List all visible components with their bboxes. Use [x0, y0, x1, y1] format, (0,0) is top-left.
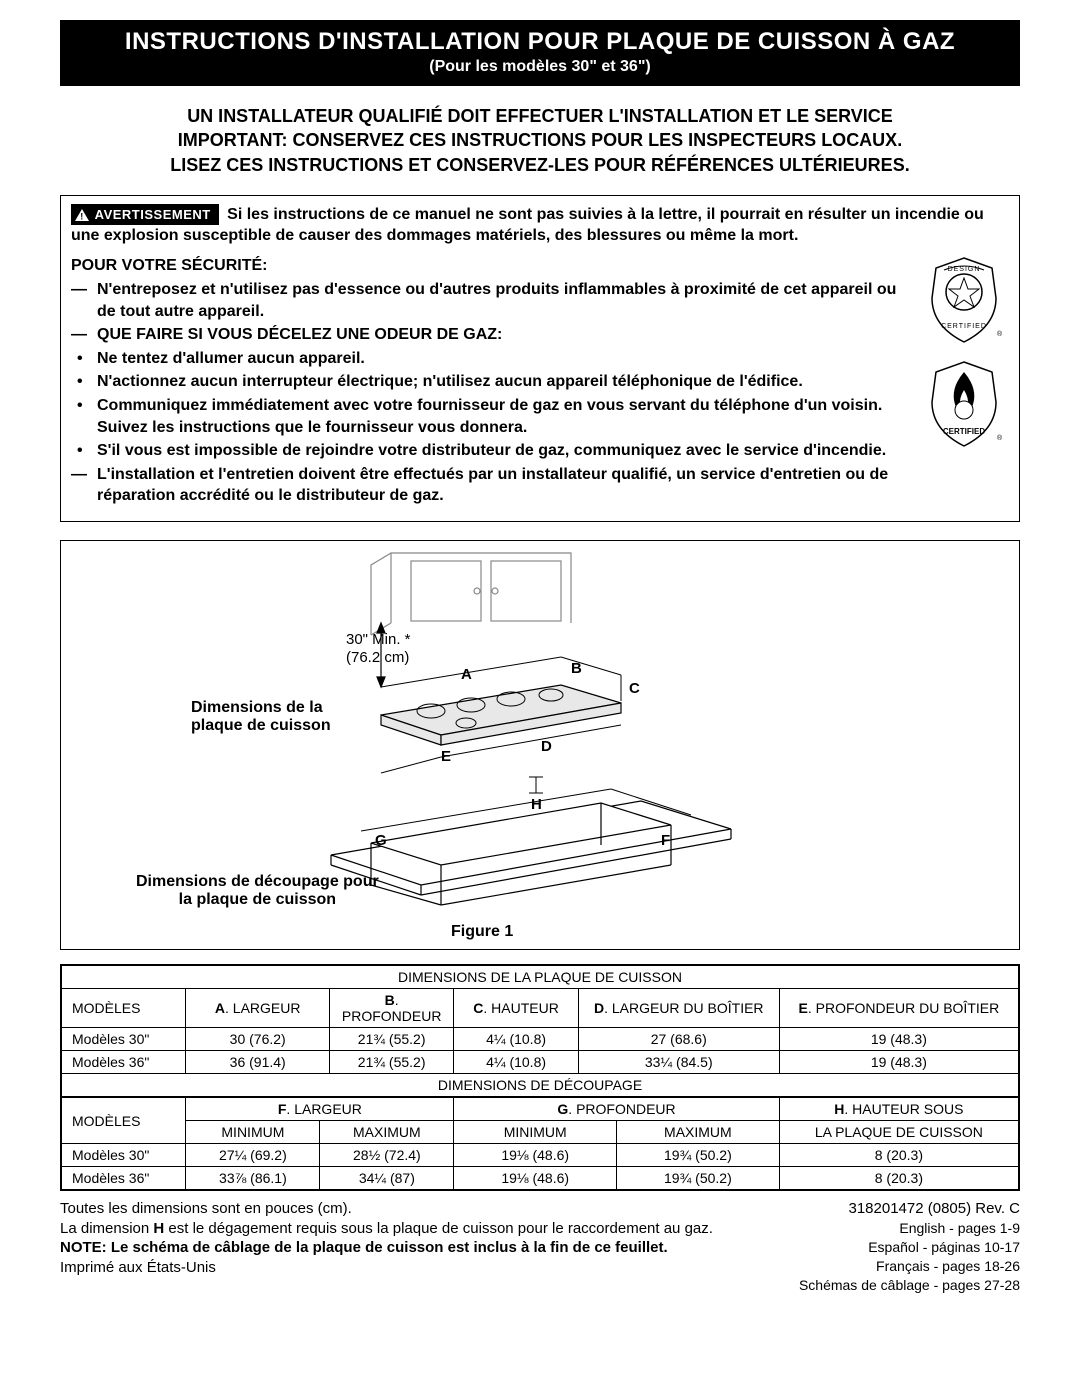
svg-text:B: B — [571, 660, 582, 677]
list-marker: — — [71, 464, 97, 507]
col-header: C. HAUTEUR — [454, 989, 578, 1028]
gas-certified-icon: CERTIFIED ® — [924, 360, 1004, 448]
footer-line: Imprimé aux États-Unis — [60, 1258, 799, 1278]
table-row: Modèles 36" 36 (91.4) 21¾ (55.2) 4¼ (10.… — [62, 1051, 1019, 1074]
list-item: QUE FAIRE SI VOUS DÉCELEZ UNE ODEUR DE G… — [97, 324, 1009, 346]
lang-line: Español - páginas 10-17 — [799, 1238, 1020, 1257]
svg-text:!: ! — [80, 211, 84, 221]
svg-text:®: ® — [997, 434, 1003, 442]
cooktop-dimensions-table: DIMENSIONS DE LA PLAQUE DE CUISSON MODÈL… — [61, 965, 1019, 1097]
certification-badges: DESIGN CERTIFIED ® CERTIFIED ® — [919, 256, 1009, 448]
col-header: MAXIMUM — [617, 1121, 780, 1144]
warning-box: ! AVERTISSEMENT Si les instructions de c… — [60, 195, 1020, 522]
lang-line: English - pages 1-9 — [799, 1219, 1020, 1238]
list-item: S'il vous est impossible de rejoindre vo… — [97, 440, 1009, 462]
col-header: MAXIMUM — [320, 1121, 454, 1144]
subheading-line: LISEZ CES INSTRUCTIONS ET CONSERVEZ-LES … — [60, 153, 1020, 177]
table-row: Modèles 36" 33⅞ (86.1) 34¼ (87) 19⅛ (48.… — [62, 1167, 1019, 1190]
footer-right: 318201472 (0805) Rev. C English - pages … — [799, 1199, 1020, 1295]
lang-line: Schémas de câblage - pages 27-28 — [799, 1276, 1020, 1295]
svg-text:CERTIFIED: CERTIFIED — [941, 323, 987, 330]
col-header: MODÈLES — [62, 1098, 186, 1144]
col-header: MINIMUM — [186, 1121, 320, 1144]
list-marker: • — [71, 371, 97, 393]
footer-line: NOTE: Le schéma de câblage de la plaque … — [60, 1238, 799, 1258]
table-title: DIMENSIONS DE LA PLAQUE DE CUISSON — [62, 966, 1019, 989]
safety-title: POUR VOTRE SÉCURITÉ: — [71, 257, 1009, 275]
svg-text:®: ® — [997, 330, 1003, 338]
footer-left: Toutes les dimensions sont en pouces (cm… — [60, 1199, 799, 1295]
warning-text: ! AVERTISSEMENT Si les instructions de c… — [71, 204, 1009, 247]
col-header: F. LARGEUR — [186, 1098, 454, 1121]
design-certified-icon: DESIGN CERTIFIED ® — [924, 256, 1004, 344]
title-main: INSTRUCTIONS D'INSTALLATION POUR PLAQUE … — [70, 28, 1010, 56]
cutout-dimensions-table: MODÈLES F. LARGEUR G. PROFONDEUR H. HAUT… — [61, 1097, 1019, 1190]
footer-line: La dimension H est le dégagement requis … — [60, 1219, 799, 1239]
list-marker: • — [71, 348, 97, 370]
svg-text:DESIGN: DESIGN — [948, 266, 981, 273]
col-header: H. HAUTEUR SOUS — [779, 1098, 1018, 1121]
col-header: LA PLAQUE DE CUISSON — [779, 1121, 1018, 1144]
footer: Toutes les dimensions sont en pouces (cm… — [60, 1199, 1020, 1295]
warning-label: ! AVERTISSEMENT — [71, 204, 219, 226]
dimensions-tables: DIMENSIONS DE LA PLAQUE DE CUISSON MODÈL… — [60, 964, 1020, 1191]
warning-icon: ! — [75, 209, 89, 221]
col-header: E. PROFONDEUR DU BOÎTIER — [779, 989, 1018, 1028]
svg-text:E: E — [441, 748, 451, 765]
list-item: L'installation et l'entretien doivent êt… — [97, 464, 1009, 507]
svg-text:H: H — [531, 796, 542, 813]
svg-text:F: F — [661, 832, 670, 849]
subheading: UN INSTALLATEUR QUALIFIÉ DOIT EFFECTUER … — [60, 104, 1020, 177]
col-header: D. LARGEUR DU BOÎTIER — [578, 989, 779, 1028]
list-marker: — — [71, 324, 97, 346]
title-sub: (Pour les modèles 30" et 36") — [70, 58, 1010, 76]
figure-box: 30" Min. * (76.2 cm) Dimensions de la pl… — [60, 540, 1020, 950]
lang-line: Français - pages 18-26 — [799, 1257, 1020, 1276]
list-marker: • — [71, 395, 97, 438]
list-item: N'actionnez aucun interrupteur électriqu… — [97, 371, 1009, 393]
footer-line: Toutes les dimensions sont en pouces (cm… — [60, 1199, 799, 1219]
list-marker: • — [71, 440, 97, 462]
svg-text:D: D — [541, 738, 552, 755]
col-header: MODÈLES — [62, 989, 186, 1028]
svg-text:A: A — [461, 666, 472, 683]
safety-list: —N'entreposez et n'utilisez pas d'essenc… — [71, 279, 1009, 507]
list-item: N'entreposez et n'utilisez pas d'essence… — [97, 279, 1009, 322]
list-item: Communiquez immédiatement avec votre fou… — [97, 395, 1009, 438]
list-item: Ne tentez d'allumer aucun appareil. — [97, 348, 1009, 370]
list-marker: — — [71, 279, 97, 322]
figure-label-cooktop: Dimensions de la plaque de cuisson — [191, 699, 331, 735]
col-header: MINIMUM — [454, 1121, 617, 1144]
col-header: G. PROFONDEUR — [454, 1098, 779, 1121]
warning-label-text: AVERTISSEMENT — [95, 207, 211, 222]
title-bar: INSTRUCTIONS D'INSTALLATION POUR PLAQUE … — [60, 20, 1020, 86]
svg-text:G: G — [375, 832, 387, 849]
table-title: DIMENSIONS DE DÉCOUPAGE — [62, 1074, 1019, 1097]
table-row: Modèles 30" 27¼ (69.2) 28½ (72.4) 19⅛ (4… — [62, 1144, 1019, 1167]
installation-diagram: A B C D E H — [311, 545, 951, 935]
col-header: B. PROFONDEUR — [329, 989, 453, 1028]
subheading-line: UN INSTALLATEUR QUALIFIÉ DOIT EFFECTUER … — [60, 104, 1020, 128]
svg-text:C: C — [629, 680, 640, 697]
revision: 318201472 (0805) Rev. C — [799, 1199, 1020, 1219]
table-row: Modèles 30" 30 (76.2) 21¾ (55.2) 4¼ (10.… — [62, 1028, 1019, 1051]
svg-text:CERTIFIED: CERTIFIED — [943, 427, 985, 436]
subheading-line: IMPORTANT: CONSERVEZ CES INSTRUCTIONS PO… — [60, 128, 1020, 152]
col-header: A. LARGEUR — [186, 989, 330, 1028]
